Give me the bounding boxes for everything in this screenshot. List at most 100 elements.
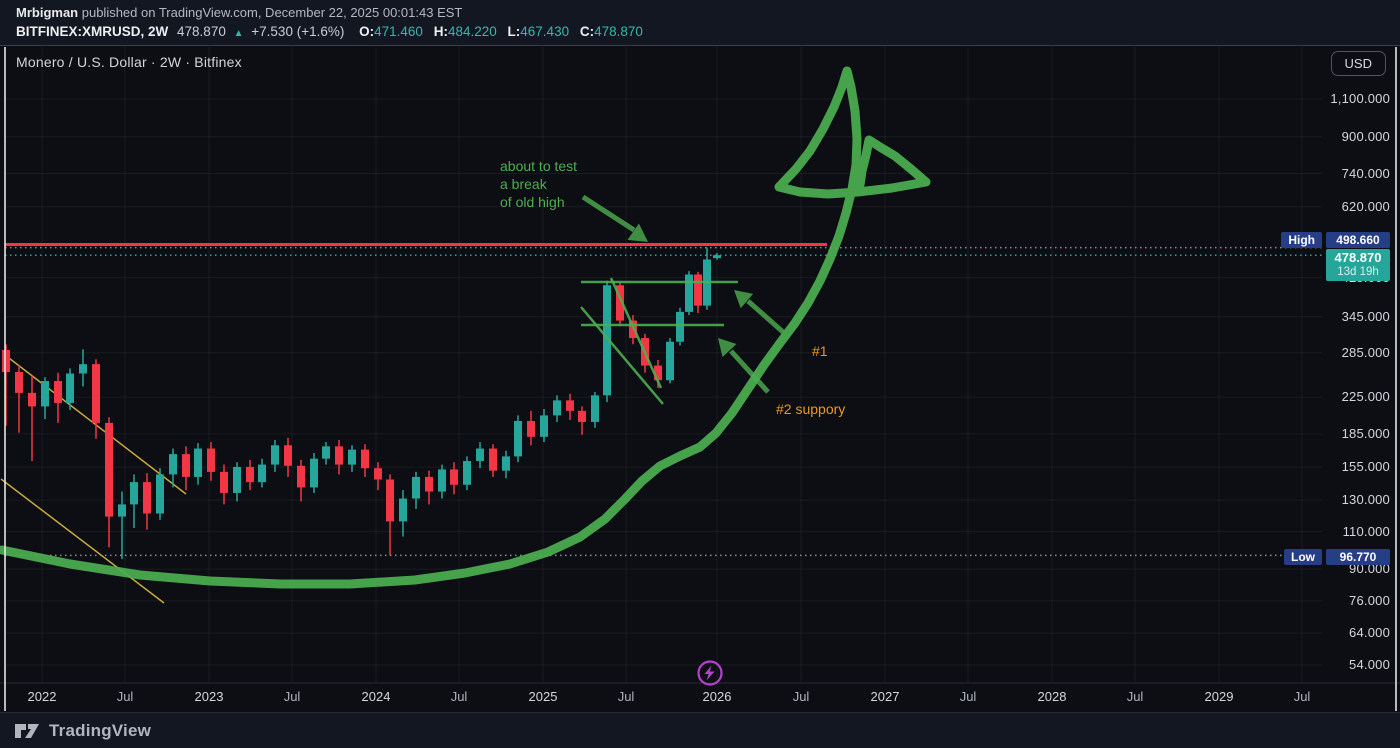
symbol-status-row: BITFINEX:XMRUSD, 2W 478.870 ▲ +7.530 (+1…: [16, 22, 1400, 43]
candle-body: [233, 466, 241, 493]
chart-canvas[interactable]: [0, 46, 1400, 713]
price-change-text: +7.530 (+1.6%): [251, 24, 345, 39]
candle-body: [578, 410, 586, 422]
high-chip-value: 498.660: [1326, 232, 1390, 248]
price-tick-label: 225.000: [1341, 389, 1390, 405]
candle-body: [399, 498, 407, 522]
lightning-icon[interactable]: [695, 658, 725, 688]
candle-body: [666, 341, 674, 381]
drawing-note-text: about to test a break of old high: [500, 157, 577, 211]
candle-body: [514, 421, 522, 457]
price-tick-label: 1,100.000: [1330, 91, 1390, 106]
candle-body: [489, 448, 497, 471]
time-tick-label: Jul: [283, 689, 301, 704]
time-tick-label: Jul: [792, 689, 810, 704]
currency-button[interactable]: USD: [1330, 51, 1386, 76]
low-chip-label: Low: [1284, 549, 1322, 565]
author-name: Mrbigman: [16, 5, 79, 20]
candle-body: [412, 476, 420, 499]
candle-body: [297, 465, 305, 488]
candle-body: [246, 466, 254, 483]
candle-body: [41, 381, 49, 407]
bar-countdown: 13d 19h: [1337, 266, 1379, 278]
time-tick-label: 2027: [870, 689, 900, 704]
high-marker: High 498.660: [1281, 232, 1390, 248]
arrowhead: [718, 338, 737, 357]
candle-body: [118, 504, 126, 517]
candle-body: [374, 468, 382, 480]
close-label: C:: [579, 24, 595, 39]
arrowhead: [734, 290, 754, 309]
drawing-line: [581, 194, 636, 233]
arrowhead: [627, 223, 648, 242]
candle-body: [502, 456, 510, 471]
candle-body: [438, 469, 446, 492]
low-marker: Low 96.770: [1284, 549, 1390, 565]
low-chip-value: 96.770: [1326, 549, 1390, 565]
time-tick-label: Jul: [617, 689, 635, 704]
tradingview-logo[interactable]: [14, 721, 40, 741]
candle-body: [271, 445, 279, 465]
publish-info-text: published on TradingView.com, December 2…: [78, 5, 463, 20]
price-tick-label: 740.000: [1341, 165, 1390, 181]
published-header: Mrbigman published on TradingView.com, D…: [0, 0, 1400, 45]
candle-body: [322, 446, 330, 459]
last-price-text: 478.870: [177, 24, 226, 39]
high-value: 484.220: [447, 24, 497, 39]
candle-body: [130, 482, 138, 505]
drawing-line: [729, 349, 770, 394]
price-tick-label: 185.000: [1341, 425, 1390, 441]
candle-body: [654, 365, 662, 381]
candle-body: [182, 454, 190, 477]
candle-body: [553, 400, 561, 416]
candle-body: [169, 454, 177, 475]
price-tick-label: 900.000: [1341, 128, 1390, 144]
price-tick-label: 345.000: [1341, 308, 1390, 324]
chart-area[interactable]: Monero / U.S. Dollar · 2W · Bitfinex USD…: [0, 45, 1400, 712]
price-tick-label: 285.000: [1341, 344, 1390, 360]
time-tick-label: 2024: [361, 689, 391, 704]
annotation-label-2: #2 suppory: [776, 401, 846, 417]
note-line: about to test: [500, 158, 578, 174]
time-tick-label: Jul: [959, 689, 977, 704]
candle-body: [463, 461, 471, 485]
time-tick-label: Jul: [450, 689, 468, 704]
candle-body: [476, 448, 484, 462]
annotation-label-1: #1: [812, 343, 828, 359]
drawing-line: [746, 299, 785, 334]
footer-bar: TradingView: [0, 712, 1400, 748]
candle-body: [527, 421, 535, 437]
price-tick-label: 110.000: [1342, 523, 1390, 539]
price-tick-label: 54.000: [1349, 657, 1390, 672]
candle-body: [143, 482, 151, 514]
time-tick-label: 2026: [702, 689, 732, 704]
open-value: 471.460: [374, 24, 423, 39]
low-value: 467.430: [520, 24, 570, 39]
drawing-line: [580, 306, 664, 405]
candle-body: [540, 415, 548, 437]
candle-body: [450, 469, 458, 485]
candle-body: [66, 373, 74, 403]
price-tick-label: 76.000: [1349, 592, 1390, 608]
drawing-line: [0, 478, 165, 604]
up-triangle-icon: ▲: [233, 28, 244, 39]
note-line: of old high: [500, 194, 565, 210]
candle-body: [54, 381, 62, 403]
candle-body: [79, 364, 87, 374]
publish-info: Mrbigman published on TradingView.com, D…: [16, 4, 1400, 22]
candle-body: [156, 474, 164, 514]
time-tick-label: Jul: [1126, 689, 1144, 704]
time-tick-label: 2028: [1037, 689, 1067, 704]
open-label: O:: [359, 24, 375, 39]
candle-body: [15, 372, 23, 393]
time-tick-label: 2025: [528, 689, 558, 704]
time-tick-label: 2023: [194, 689, 224, 704]
candle-body: [258, 464, 266, 483]
last-price-value: 478.870: [1334, 250, 1382, 265]
brand-name[interactable]: TradingView: [49, 720, 152, 740]
candle-body: [348, 449, 356, 465]
candle-body: [207, 448, 215, 472]
candle-body: [2, 349, 10, 373]
candle-body: [685, 274, 693, 312]
candle-body: [284, 445, 292, 466]
